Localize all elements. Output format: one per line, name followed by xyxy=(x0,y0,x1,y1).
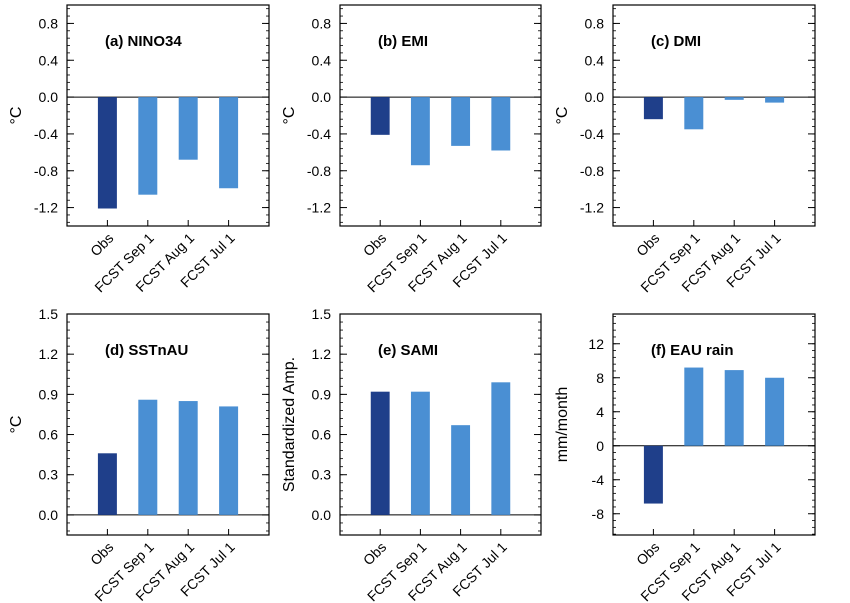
y-tick-label: 8 xyxy=(596,370,604,386)
x-category-label: Obs xyxy=(360,539,389,568)
y-tick-label: 0.4 xyxy=(312,52,332,68)
bar-fcst-sep-1 xyxy=(410,97,430,166)
bar-fcst-jul-1 xyxy=(765,377,785,446)
y-tick-label: -4 xyxy=(592,472,605,488)
y-tick-label: 0.6 xyxy=(312,427,332,443)
y-tick-label: -1.2 xyxy=(307,200,331,216)
x-category-label: Obs xyxy=(87,230,116,259)
y-tick-label: -0.4 xyxy=(34,126,58,142)
y-tick-label: 1.2 xyxy=(312,346,332,362)
panel-title: (c) DMI xyxy=(651,33,701,50)
y-tick-label: 1.2 xyxy=(39,346,59,362)
y-tick-label: 0.0 xyxy=(585,89,605,105)
y-tick-label: -1.2 xyxy=(580,200,604,216)
bar-fcst-sep-1 xyxy=(684,367,704,446)
y-tick-label: 12 xyxy=(588,336,604,352)
bar-fcst-sep-1 xyxy=(684,97,704,130)
y-tick-label: 1.5 xyxy=(312,306,332,322)
bar-obs xyxy=(643,97,663,120)
y-tick-label: -1.2 xyxy=(34,200,58,216)
bar-obs xyxy=(370,391,390,515)
y-tick-label: 0.6 xyxy=(39,427,59,443)
plot-frame xyxy=(339,4,542,227)
bar-fcst-jul-1 xyxy=(491,382,511,515)
y-tick-label: 0.9 xyxy=(39,386,59,402)
y-tick-label: 0.0 xyxy=(312,507,332,523)
panel-title: (e) SAMI xyxy=(378,342,438,359)
y-tick-label: 0.8 xyxy=(312,15,332,31)
y-tick-label: -0.8 xyxy=(34,163,58,179)
y-tick-label: 0 xyxy=(596,438,604,454)
bar-fcst-aug-1 xyxy=(724,370,744,446)
bar-obs xyxy=(643,445,663,504)
y-tick-label: -0.4 xyxy=(580,126,604,142)
y-axis-label: °C xyxy=(281,107,298,125)
y-tick-label: 1.5 xyxy=(39,306,59,322)
y-tick-label: 0.0 xyxy=(39,507,59,523)
y-axis-label: Standardized Amp. xyxy=(281,357,298,492)
bar-fcst-sep-1 xyxy=(138,97,158,195)
y-tick-label: -0.8 xyxy=(580,163,604,179)
bar-obs xyxy=(97,453,117,515)
y-axis-label: °C xyxy=(554,107,571,125)
y-axis-label: °C xyxy=(8,107,25,125)
y-tick-label: 0.9 xyxy=(312,386,332,402)
plot-frame xyxy=(66,313,270,536)
plot-frame xyxy=(339,313,542,536)
bar-fcst-aug-1 xyxy=(451,425,471,515)
bar-fcst-aug-1 xyxy=(178,97,198,160)
x-category-label: Obs xyxy=(633,230,662,259)
y-tick-label: -0.4 xyxy=(307,126,331,142)
y-axis-label: mm/month xyxy=(554,387,571,463)
panel-title: (f) EAU rain xyxy=(651,342,734,359)
bar-fcst-jul-1 xyxy=(219,406,239,515)
bar-obs xyxy=(97,97,117,209)
plot-frame xyxy=(66,4,270,227)
x-category-label: Obs xyxy=(633,539,662,568)
y-tick-label: 0.3 xyxy=(39,467,59,483)
bar-fcst-aug-1 xyxy=(724,97,744,100)
bar-fcst-aug-1 xyxy=(178,401,198,515)
y-tick-label: 0.4 xyxy=(39,52,59,68)
y-tick-label: 0.0 xyxy=(39,89,59,105)
y-tick-label: 0.8 xyxy=(585,15,605,31)
panel-title: (b) EMI xyxy=(378,33,428,50)
bar-fcst-aug-1 xyxy=(451,97,471,146)
y-tick-label: 0.3 xyxy=(312,467,332,483)
bar-fcst-jul-1 xyxy=(765,97,785,103)
panel-title: (d) SSTnAU xyxy=(105,342,188,359)
plot-frame xyxy=(612,4,816,227)
bar-fcst-jul-1 xyxy=(491,97,511,151)
x-category-label: Obs xyxy=(87,539,116,568)
panel-title: (a) NINO34 xyxy=(105,33,182,50)
y-tick-label: -8 xyxy=(592,506,605,522)
bar-fcst-sep-1 xyxy=(410,391,430,515)
y-tick-label: 0.8 xyxy=(39,15,59,31)
bar-obs xyxy=(370,97,390,135)
x-category-label: Obs xyxy=(360,230,389,259)
y-tick-label: -0.8 xyxy=(307,163,331,179)
y-tick-label: 0.4 xyxy=(585,52,605,68)
bar-fcst-jul-1 xyxy=(219,97,239,189)
bar-fcst-sep-1 xyxy=(138,399,158,515)
y-tick-label: 4 xyxy=(596,404,604,420)
y-axis-label: °C xyxy=(8,416,25,434)
plot-frame xyxy=(612,313,816,536)
y-tick-label: 0.0 xyxy=(312,89,332,105)
